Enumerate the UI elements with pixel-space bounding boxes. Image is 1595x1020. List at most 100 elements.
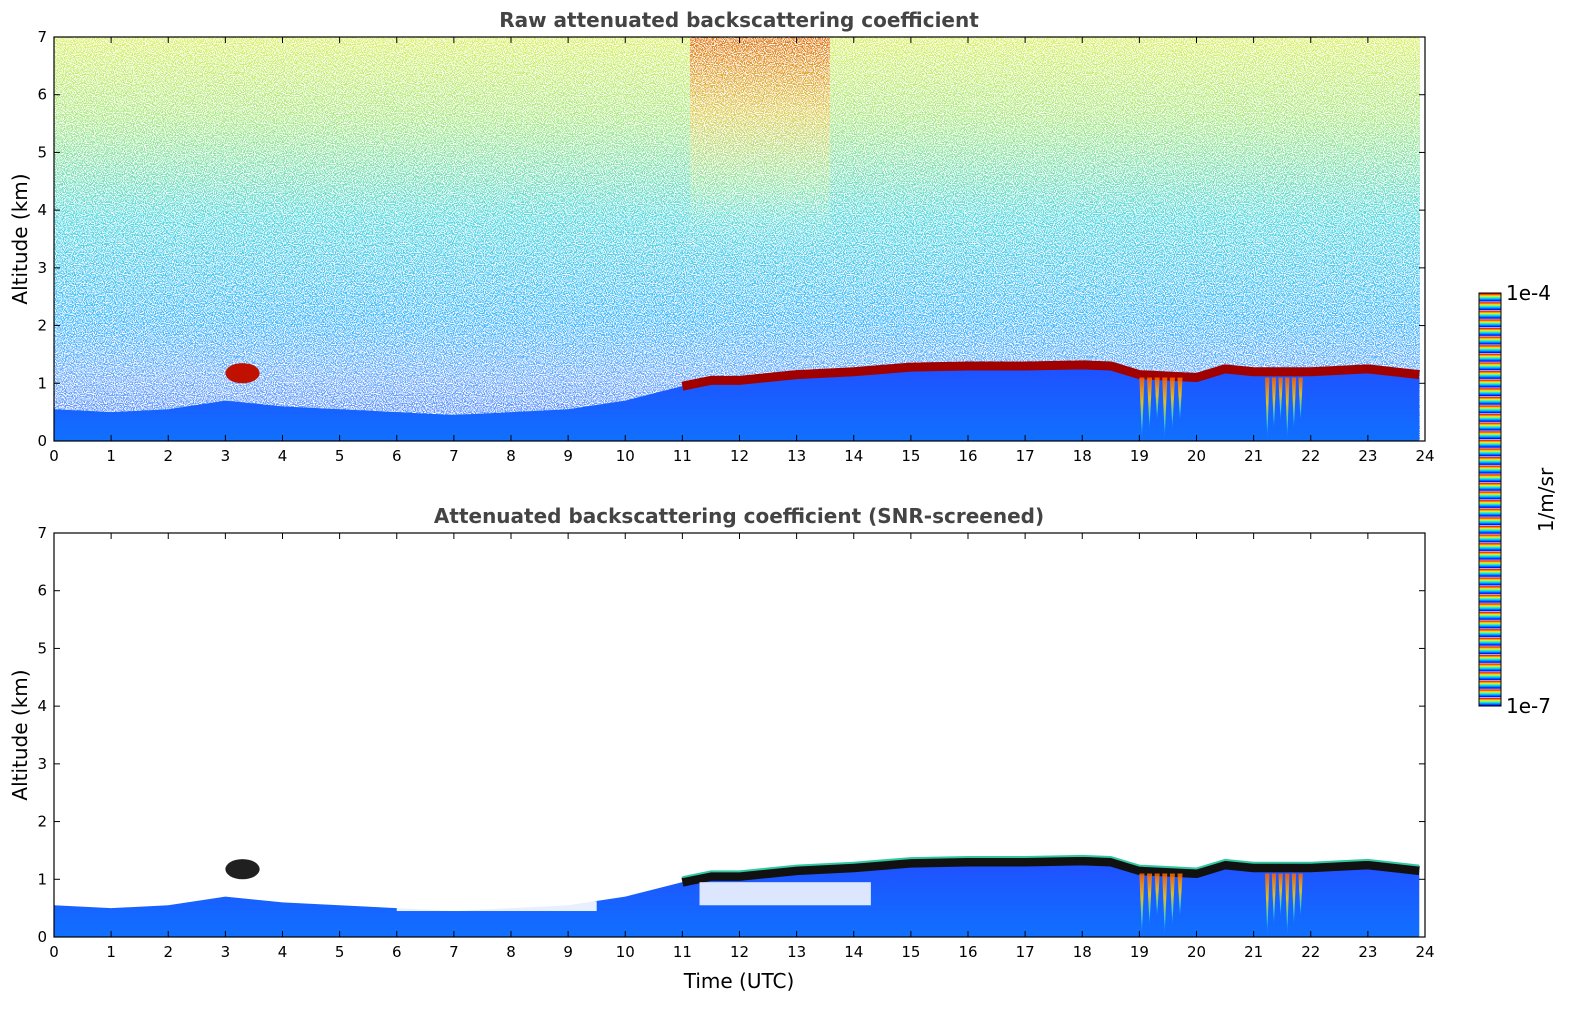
virga-streak bbox=[1291, 377, 1297, 430]
colorbar-segment bbox=[1479, 422, 1501, 432]
colorbar-segment bbox=[1479, 439, 1501, 449]
cloud-top-edge bbox=[682, 854, 1420, 879]
virga-streak bbox=[1169, 377, 1175, 430]
x-tick-label: 6 bbox=[392, 943, 402, 961]
y-tick-label: 4 bbox=[37, 201, 47, 219]
x-tick-label: 24 bbox=[1415, 943, 1434, 961]
colorbar-segment bbox=[1479, 370, 1501, 380]
x-axis-label: Time (UTC) bbox=[683, 969, 795, 993]
bottom-heatmap-panel: 0 1 2 3 4 5 6 7 8 9 10 11 12 13 14 15 16 17 18 19 20 21 22 23 24… bbox=[37, 524, 1434, 961]
x-tick-label: 12 bbox=[730, 943, 749, 961]
virga-streak bbox=[1271, 873, 1277, 926]
y-tick-label: 2 bbox=[37, 813, 47, 831]
y-tick-label: 7 bbox=[37, 28, 47, 46]
colorbar-segment bbox=[1479, 662, 1501, 673]
x-tick-label: 12 bbox=[730, 447, 749, 465]
x-tick-label: 22 bbox=[1301, 447, 1320, 465]
virga-streak bbox=[1285, 873, 1290, 935]
virga-streak bbox=[1154, 873, 1160, 917]
x-tick-label: 16 bbox=[958, 447, 977, 465]
y-tick-label: 3 bbox=[37, 755, 47, 773]
colorbar-segment bbox=[1479, 318, 1501, 329]
x-tick-label: 17 bbox=[1016, 447, 1035, 465]
virga-streak bbox=[1285, 377, 1290, 439]
x-tick-label: 21 bbox=[1244, 447, 1263, 465]
x-tick-label: 1 bbox=[106, 447, 116, 465]
colorbar-segment bbox=[1479, 293, 1501, 303]
colorbar-segment bbox=[1479, 404, 1501, 415]
virga-streak bbox=[1162, 873, 1168, 935]
x-tick-label: 6 bbox=[392, 447, 402, 465]
colorbar-unit-label: 1/m/sr bbox=[1534, 467, 1558, 532]
colorbar-max-label: 1e-4 bbox=[1506, 281, 1551, 305]
x-tick-label: 3 bbox=[221, 447, 231, 465]
virga-streak bbox=[1265, 377, 1270, 439]
colorbar-segment bbox=[1479, 499, 1501, 509]
y-tick-label: 0 bbox=[37, 432, 47, 450]
x-tick-label: 13 bbox=[787, 447, 806, 465]
bottom-y-axis-label: Altitude (km) bbox=[8, 669, 32, 800]
virga-streak bbox=[1278, 377, 1283, 421]
y-tick-label: 0 bbox=[37, 928, 47, 946]
colorbar-segment bbox=[1479, 301, 1501, 311]
colorbar-segment bbox=[1479, 628, 1501, 638]
colorbar-segment bbox=[1479, 456, 1501, 466]
x-tick-label: 23 bbox=[1358, 943, 1377, 961]
x-tick-label: 20 bbox=[1187, 943, 1206, 961]
bottom-chart-title: Attenuated backscattering coefficient (S… bbox=[434, 504, 1044, 528]
x-tick-label: 5 bbox=[335, 943, 345, 961]
colorbar-segment bbox=[1479, 611, 1501, 621]
x-tick-label: 15 bbox=[901, 943, 920, 961]
x-tick-label: 4 bbox=[278, 943, 288, 961]
x-tick-label: 16 bbox=[958, 943, 977, 961]
cloud-top-layer bbox=[681, 856, 1420, 887]
cloud-top-layer bbox=[681, 360, 1420, 391]
top-chart-title: Raw attenuated backscattering coefficien… bbox=[499, 8, 979, 32]
x-tick-label: 8 bbox=[506, 447, 516, 465]
y-tick-label: 6 bbox=[37, 86, 47, 104]
screened-gap bbox=[699, 882, 871, 906]
colorbar-segment bbox=[1479, 637, 1501, 647]
top-heatmap-panel: 0 1 2 3 4 5 6 7 8 9 10 11 12 13 14 15 16 17 18 19 20 21 22 23 24… bbox=[37, 28, 1434, 465]
y-tick-label: 5 bbox=[37, 143, 47, 161]
y-tick-label: 3 bbox=[37, 259, 47, 277]
colorbar-segment bbox=[1479, 680, 1501, 690]
colorbar-segment bbox=[1479, 516, 1501, 526]
screened-gap bbox=[396, 901, 597, 912]
colorbar-segment bbox=[1479, 447, 1501, 458]
y-tick-label: 5 bbox=[37, 639, 47, 657]
colorbar-segment bbox=[1479, 594, 1501, 604]
x-tick-label: 19 bbox=[1130, 447, 1149, 465]
x-tick-label: 3 bbox=[221, 943, 231, 961]
x-tick-label: 9 bbox=[563, 447, 573, 465]
x-tick-label: 21 bbox=[1244, 943, 1263, 961]
x-tick-label: 10 bbox=[616, 447, 635, 465]
x-tick-label: 18 bbox=[1073, 447, 1092, 465]
boundary-layer-area bbox=[54, 364, 1420, 441]
colorbar-segment bbox=[1479, 559, 1501, 569]
y-tick-label: 1 bbox=[37, 870, 47, 888]
colorbar-segment bbox=[1479, 688, 1501, 698]
top-y-axis-label: Altitude (km) bbox=[8, 173, 32, 304]
y-tick-label: 7 bbox=[37, 524, 47, 542]
x-tick-label: 1 bbox=[106, 943, 116, 961]
x-tick-label: 7 bbox=[449, 943, 459, 961]
x-tick-label: 8 bbox=[506, 943, 516, 961]
colorbar-segment bbox=[1479, 353, 1501, 363]
colorbar-segment bbox=[1479, 336, 1501, 346]
colorbar-segment bbox=[1479, 576, 1501, 587]
elevated-layer-patch bbox=[225, 363, 260, 384]
y-tick-label: 6 bbox=[37, 582, 47, 600]
colorbar-frame bbox=[1478, 292, 1502, 707]
virga-streak bbox=[1154, 377, 1160, 421]
x-tick-label: 22 bbox=[1301, 943, 1320, 961]
virga-streak bbox=[1291, 873, 1297, 926]
virga-streak bbox=[1298, 873, 1303, 917]
virga-streak bbox=[1177, 873, 1183, 917]
virga-streak bbox=[1271, 377, 1277, 430]
colorbar-segment bbox=[1479, 473, 1501, 483]
colorbar-segment bbox=[1479, 465, 1501, 475]
x-tick-label: 23 bbox=[1358, 447, 1377, 465]
colorbar-segment bbox=[1479, 344, 1501, 354]
x-tick-label: 5 bbox=[335, 447, 345, 465]
